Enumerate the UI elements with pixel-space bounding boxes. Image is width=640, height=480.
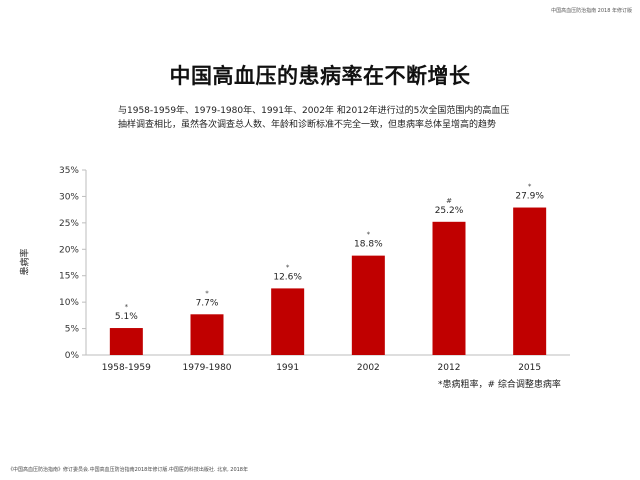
bar-value-label: 7.7% bbox=[196, 298, 219, 308]
bar-value-label: 12.6% bbox=[273, 272, 302, 282]
header-note: 中国高血压防治指南 2018 年修订版 bbox=[551, 8, 632, 14]
y-tick-label: 15% bbox=[59, 272, 79, 282]
y-tick-label: 0% bbox=[65, 351, 80, 361]
x-tick-label: 1979-1980 bbox=[182, 363, 231, 373]
bar-marker: * bbox=[205, 289, 209, 297]
x-tick-label: 1991 bbox=[276, 363, 299, 373]
bar-marker: * bbox=[528, 183, 532, 191]
x-tick-label: 1958-1959 bbox=[102, 363, 151, 373]
x-tick-label: 2002 bbox=[357, 363, 380, 373]
source-citation: 《中国高血压防治指南》修订委员会.中国高血压防治指南2018年修订版.中国医药科… bbox=[8, 467, 248, 473]
bar-marker: # bbox=[446, 197, 452, 205]
bar bbox=[432, 221, 466, 355]
bar bbox=[513, 207, 547, 355]
bar-marker: * bbox=[125, 303, 129, 311]
bar bbox=[271, 288, 305, 355]
description-line: 与1958-1959年、1979-1980年、1991年、2002年 和2012… bbox=[118, 106, 510, 116]
bar-marker: * bbox=[367, 231, 371, 239]
chart-footnote: *患病粗率，# 综合调整患病率 bbox=[438, 380, 561, 390]
y-tick-label: 20% bbox=[59, 245, 79, 255]
y-tick-label: 35% bbox=[59, 166, 79, 176]
bar bbox=[351, 255, 385, 355]
x-tick-label: 2012 bbox=[438, 363, 461, 373]
y-tick-label: 10% bbox=[59, 298, 79, 308]
description: 与1958-1959年、1979-1980年、1991年、2002年 和2012… bbox=[118, 104, 558, 132]
bar-value-label: 5.1% bbox=[115, 312, 138, 322]
y-tick-label: 5% bbox=[65, 325, 80, 335]
bar-marker: * bbox=[286, 263, 290, 271]
bar-value-label: 27.9% bbox=[515, 192, 544, 202]
page-title: 中国高血压的患病率在不断增长 bbox=[169, 64, 471, 88]
description-line: 抽样调查相比，虽然各次调查总人数、年龄和诊断标准不完全一致，但患病率总体呈增高的… bbox=[118, 120, 497, 130]
x-tick-label: 2015 bbox=[518, 363, 541, 373]
y-tick-label: 30% bbox=[59, 192, 79, 202]
bar-value-label: 25.2% bbox=[435, 206, 464, 216]
y-tick-label: 25% bbox=[59, 219, 79, 229]
bar bbox=[109, 328, 143, 355]
bar bbox=[190, 314, 224, 355]
bar-value-label: 18.8% bbox=[354, 240, 383, 250]
